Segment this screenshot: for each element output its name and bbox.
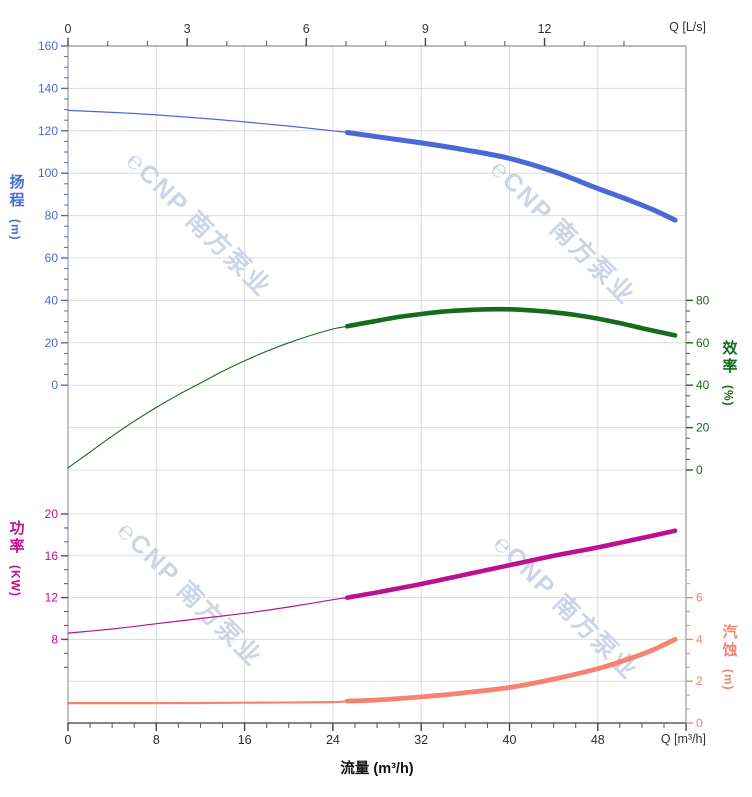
top-tick-label: 0 <box>65 22 72 36</box>
curve-eff-thin <box>67 308 676 469</box>
bottom-tick-label: 24 <box>326 733 340 747</box>
bottom-axis: 0 8 16 24 32 40 48 <box>65 723 687 747</box>
head-axis: 160 140 120 100 80 60 40 20 0 <box>38 39 68 392</box>
top-tick-label: 3 <box>184 22 191 36</box>
top-axis: 0 3 6 9 12 <box>65 22 625 46</box>
eff-axis: 80 60 40 20 0 <box>686 293 710 477</box>
curve-npsh-bold <box>344 637 678 704</box>
top-tick-label: 12 <box>538 22 552 36</box>
eff-tick-label: 80 <box>696 293 710 307</box>
flow-axis-title: 流量 (m³/h) <box>340 761 414 777</box>
watermark-text: ℮CNP 南方泵业 <box>121 146 277 302</box>
head-tick-label: 140 <box>38 81 58 95</box>
eff-tick-label: 60 <box>696 336 710 350</box>
npsh-tick-label: 0 <box>696 716 703 730</box>
bottom-tick-label: 0 <box>65 733 72 747</box>
top-axis-unit-label: Q [L/s] <box>669 20 706 34</box>
efficiency-axis-unit: (%) <box>721 385 736 407</box>
pow-tick-label: 16 <box>45 549 59 563</box>
head-tick-label: 100 <box>38 166 58 180</box>
efficiency-axis-title-text: 效率 <box>720 340 738 376</box>
eff-tick-label: 40 <box>696 378 710 392</box>
bottom-axis-unit-label: Q [m³/h] <box>660 732 706 746</box>
bottom-tick-label: 48 <box>591 733 605 747</box>
npsh-axis-title: 汽蚀 (m) <box>720 624 738 691</box>
head-tick-label: 20 <box>45 336 59 350</box>
pow-axis: 20 16 12 8 <box>45 507 68 668</box>
bottom-tick-label: 8 <box>153 733 160 747</box>
eff-tick-label: 20 <box>696 421 710 435</box>
top-tick-label: 9 <box>422 22 429 36</box>
curve-head-bold <box>344 130 678 223</box>
eff-tick-label: 0 <box>696 463 703 477</box>
pow-tick-label: 12 <box>45 591 59 605</box>
bottom-tick-label: 16 <box>238 733 252 747</box>
npsh-axis: 6 4 2 0 <box>686 569 703 730</box>
head-tick-label: 80 <box>45 209 59 223</box>
watermark-layer: ℮CNP 南方泵业 ℮CNP 南方泵业℮CNP 南方泵业 ℮CNP 南方泵业 <box>112 146 644 685</box>
npsh-axis-title-text: 汽蚀 <box>720 624 738 660</box>
npsh-tick-label: 6 <box>696 591 703 605</box>
power-axis-unit: (KW) <box>8 565 23 597</box>
head-tick-label: 0 <box>51 378 58 392</box>
power-axis-title-text: 功率 <box>7 520 25 556</box>
npsh-tick-label: 4 <box>696 632 703 646</box>
npsh-tick-label: 2 <box>696 674 703 688</box>
head-tick-label: 40 <box>45 293 59 307</box>
efficiency-axis-title: 效率 (%) <box>720 340 738 407</box>
pow-tick-label: 8 <box>51 632 58 646</box>
top-tick-label: 6 <box>303 22 310 36</box>
gridlines <box>68 46 686 723</box>
pow-tick-label: 20 <box>45 507 59 521</box>
bottom-tick-label: 40 <box>503 733 517 747</box>
head-tick-label: 120 <box>38 124 58 138</box>
npsh-axis-unit: (m) <box>721 669 736 691</box>
head-axis-unit: (m) <box>8 219 23 241</box>
bottom-tick-label: 32 <box>414 733 428 747</box>
curve-eff-bold <box>344 306 678 338</box>
curve-pow-bold <box>344 528 678 600</box>
head-axis-title-text: 扬程 <box>7 174 25 210</box>
head-tick-label: 60 <box>45 251 59 265</box>
power-axis-title: 功率 (KW) <box>7 520 25 597</box>
head-axis-title: 扬程 (m) <box>7 174 25 241</box>
head-tick-label: 160 <box>38 39 58 53</box>
